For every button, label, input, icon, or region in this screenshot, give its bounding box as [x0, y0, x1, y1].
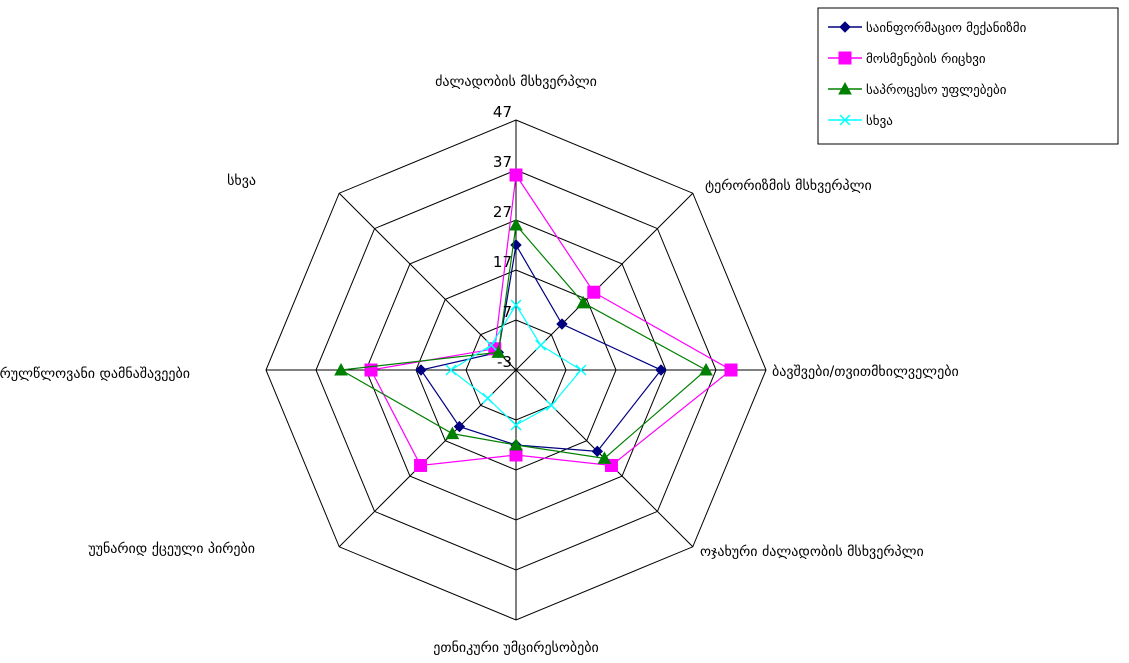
data-point: [575, 364, 587, 376]
data-point: [556, 318, 568, 330]
data-point: [545, 399, 557, 411]
category-label: ეთნიკური უმცირესობები: [433, 639, 598, 656]
legend-marker: [839, 114, 851, 126]
legend-item: სხვა: [828, 114, 893, 129]
series-0: [415, 239, 667, 458]
data-point: [445, 364, 457, 376]
category-label: ტერორიზმის მსხვერპლი: [705, 177, 872, 194]
tick-label: 7: [502, 303, 512, 321]
data-point: [699, 362, 713, 376]
radar-series: [334, 168, 738, 472]
series-line: [420, 243, 662, 452]
data-point: [334, 362, 348, 376]
data-point: [576, 295, 591, 309]
category-label: არასრულწლოვანი დამნაშავეები: [0, 365, 190, 382]
data-point: [491, 345, 506, 358]
series-line: [339, 223, 708, 460]
data-point: [591, 445, 604, 458]
tick-label: 27: [493, 203, 512, 221]
data-point: [414, 458, 428, 472]
category-labels: ძალადობის მსხვერპლი ტერორიზმის მსხვერპლი ბ…: [0, 73, 959, 656]
tick-label: 37: [493, 153, 512, 171]
data-point: [510, 419, 522, 431]
legend-label: სხვა: [866, 114, 893, 129]
data-point: [482, 392, 494, 404]
data-point: [485, 339, 497, 351]
data-point: [597, 451, 612, 464]
category-label: უუნარიდ ქცეული პირები: [88, 540, 255, 557]
legend-item: საპროცესო უფლებები: [828, 81, 1007, 98]
tick-label: -3: [497, 353, 512, 371]
category-label: ოჯახური ძალადობის მსხვერპლი: [700, 543, 924, 560]
data-point: [510, 299, 522, 311]
legend-label: მოსმენების რიცხვი: [866, 52, 986, 67]
data-point: [587, 285, 601, 299]
legend-item: საინფორმაციო მექანიზმი: [828, 21, 1027, 36]
data-point: [509, 437, 523, 451]
legend: საინფორმაციო მექანიზმი მოსმენების რიცხვი ს…: [817, 7, 1119, 145]
series-3: [445, 299, 587, 431]
data-point: [509, 217, 523, 231]
legend-items: საინფორმაციო მექანიზმი მოსმენების რიცხვი ს…: [828, 21, 1027, 129]
legend-marker: [839, 21, 851, 33]
series-1: [364, 168, 738, 472]
data-point: [509, 168, 523, 182]
category-label: სხვა: [227, 173, 256, 189]
tick-label: 17: [493, 253, 512, 271]
legend-box: [817, 7, 1119, 145]
series-line: [370, 173, 733, 467]
data-point: [445, 426, 460, 440]
category-label: ძალადობის მსხვერპლი: [435, 73, 597, 90]
data-point: [655, 364, 667, 376]
series-2: [334, 217, 713, 464]
data-point: [509, 448, 523, 462]
data-point: [415, 364, 427, 376]
tick-label: 47: [493, 103, 512, 121]
legend-label: საპროცესო უფლებები: [866, 83, 1007, 98]
radial-ticks: -3 7 17 27 37 47: [493, 103, 512, 371]
legend-marker: [838, 51, 852, 65]
data-point: [724, 363, 738, 377]
data-point: [535, 339, 547, 351]
legend-marker: [838, 81, 852, 95]
legend-item: მოსმენების რიცხვი: [828, 51, 986, 67]
legend-label: საინფორმაციო მექანიზმი: [866, 21, 1027, 36]
data-point: [453, 420, 466, 433]
category-label: ბავშვები/თვითმხილველები: [772, 364, 959, 380]
